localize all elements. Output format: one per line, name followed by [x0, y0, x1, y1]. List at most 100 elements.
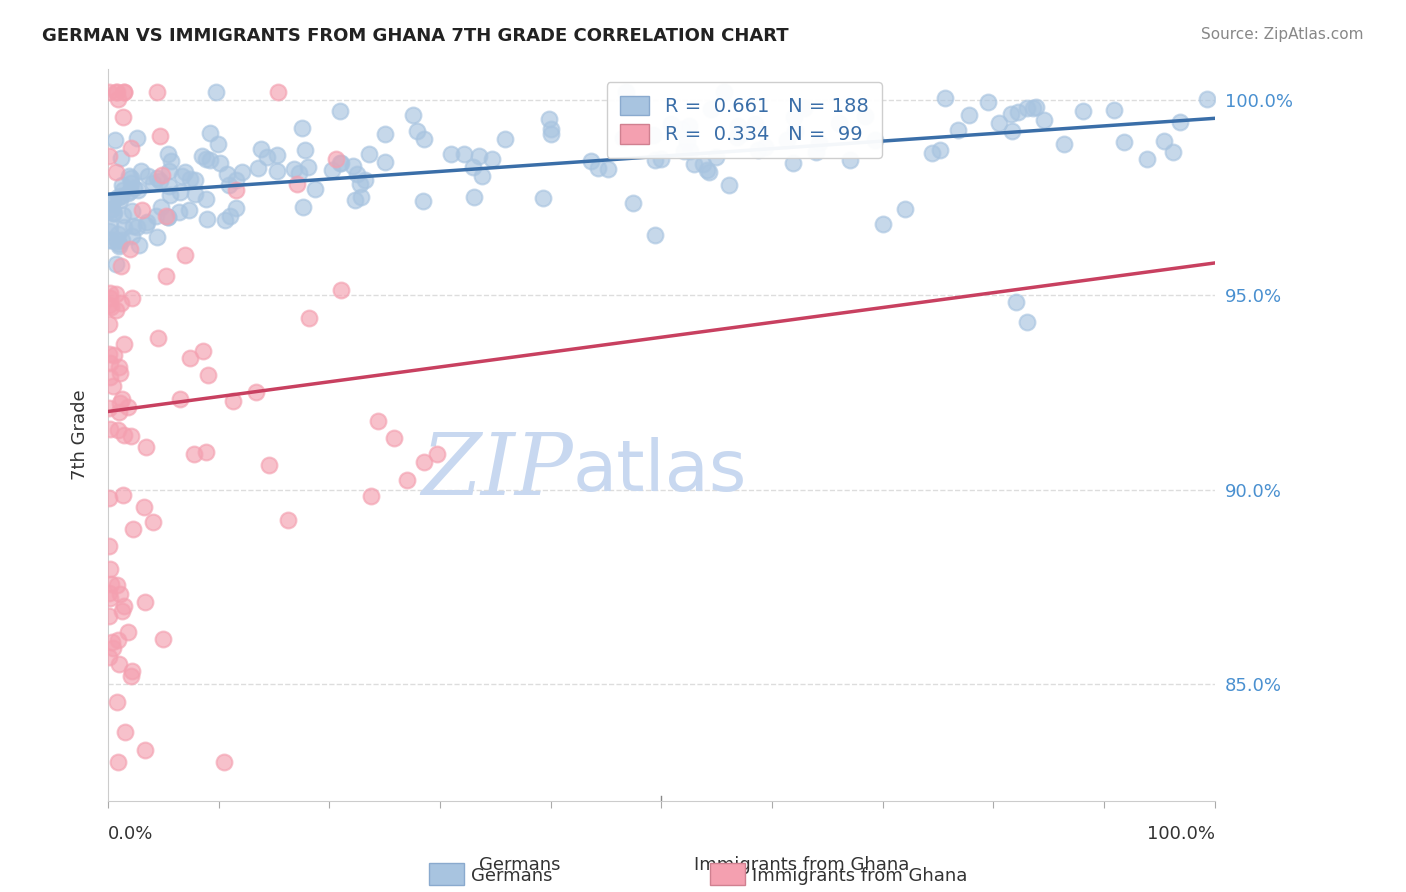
- Point: [111, 183, 134, 197]
- Point: [117, 400, 139, 414]
- Point: [191, 149, 214, 163]
- Point: [118, 242, 141, 256]
- Text: atlas: atlas: [572, 437, 747, 506]
- Point: [108, 405, 131, 419]
- Point: [110, 259, 132, 273]
- Point: [103, 206, 125, 220]
- Point: [108, 360, 131, 375]
- Point: [142, 515, 165, 529]
- Point: [146, 85, 169, 99]
- Point: [110, 189, 132, 203]
- Point: [149, 200, 172, 214]
- Point: [1168, 114, 1191, 128]
- Point: [679, 144, 702, 158]
- Point: [231, 165, 253, 179]
- Point: [98, 539, 121, 553]
- Point: [107, 424, 129, 438]
- Point: [1007, 104, 1029, 119]
- Point: [184, 173, 207, 187]
- Point: [621, 196, 644, 211]
- Point: [98, 291, 121, 305]
- Point: [135, 219, 157, 233]
- Point: [142, 177, 165, 191]
- Point: [155, 269, 177, 284]
- Point: [104, 287, 127, 301]
- Point: [179, 351, 201, 365]
- Point: [183, 186, 205, 201]
- Point: [110, 367, 132, 381]
- Point: [173, 165, 195, 179]
- Point: [804, 145, 827, 160]
- Point: [616, 85, 638, 99]
- Text: 100.0%: 100.0%: [1147, 825, 1215, 843]
- Point: [108, 657, 131, 671]
- Point: [357, 146, 380, 161]
- Point: [98, 401, 121, 415]
- Point: [111, 604, 134, 618]
- Point: [218, 178, 240, 192]
- Point: [173, 248, 195, 262]
- Point: [330, 283, 353, 297]
- Point: [342, 159, 364, 173]
- Point: [157, 210, 180, 224]
- Point: [692, 157, 714, 171]
- Point: [100, 234, 122, 248]
- Point: [117, 186, 139, 200]
- Point: [169, 186, 191, 200]
- Point: [120, 176, 142, 190]
- Point: [121, 665, 143, 679]
- Point: [1071, 103, 1094, 118]
- Point: [1136, 152, 1159, 166]
- Point: [412, 194, 434, 208]
- Point: [374, 155, 396, 169]
- Point: [129, 164, 152, 178]
- Point: [697, 165, 720, 179]
- Point: [134, 595, 156, 609]
- Point: [134, 742, 156, 756]
- Point: [128, 237, 150, 252]
- Point: [245, 384, 267, 399]
- Point: [957, 108, 980, 122]
- Point: [107, 92, 129, 106]
- Point: [149, 129, 172, 144]
- Point: [1032, 113, 1054, 128]
- Point: [105, 235, 128, 249]
- Point: [98, 422, 121, 436]
- Point: [150, 168, 173, 182]
- Point: [194, 444, 217, 458]
- Point: [120, 669, 142, 683]
- Point: [127, 183, 149, 197]
- Point: [783, 110, 806, 124]
- Text: Immigrants from Ghana: Immigrants from Ghana: [693, 856, 910, 874]
- Point: [108, 239, 131, 253]
- Point: [104, 85, 127, 99]
- Point: [145, 230, 167, 244]
- Point: [291, 121, 314, 136]
- Point: [704, 150, 727, 164]
- Point: [222, 394, 245, 409]
- Point: [134, 500, 156, 515]
- Point: [122, 180, 145, 194]
- Point: [121, 219, 143, 234]
- Point: [169, 392, 191, 406]
- Point: [118, 169, 141, 184]
- Point: [540, 122, 562, 136]
- Point: [349, 177, 371, 191]
- Text: Germans: Germans: [471, 867, 553, 885]
- Point: [298, 310, 321, 325]
- Point: [219, 209, 242, 223]
- Point: [110, 151, 132, 165]
- Point: [121, 203, 143, 218]
- Point: [155, 209, 177, 223]
- Point: [297, 160, 319, 174]
- Point: [127, 131, 149, 145]
- Point: [808, 136, 831, 150]
- Point: [172, 169, 194, 183]
- Point: [1022, 101, 1045, 115]
- Point: [785, 124, 807, 138]
- Point: [101, 202, 124, 216]
- Point: [696, 162, 718, 177]
- Point: [921, 145, 943, 160]
- Point: [107, 756, 129, 770]
- Point: [225, 183, 247, 197]
